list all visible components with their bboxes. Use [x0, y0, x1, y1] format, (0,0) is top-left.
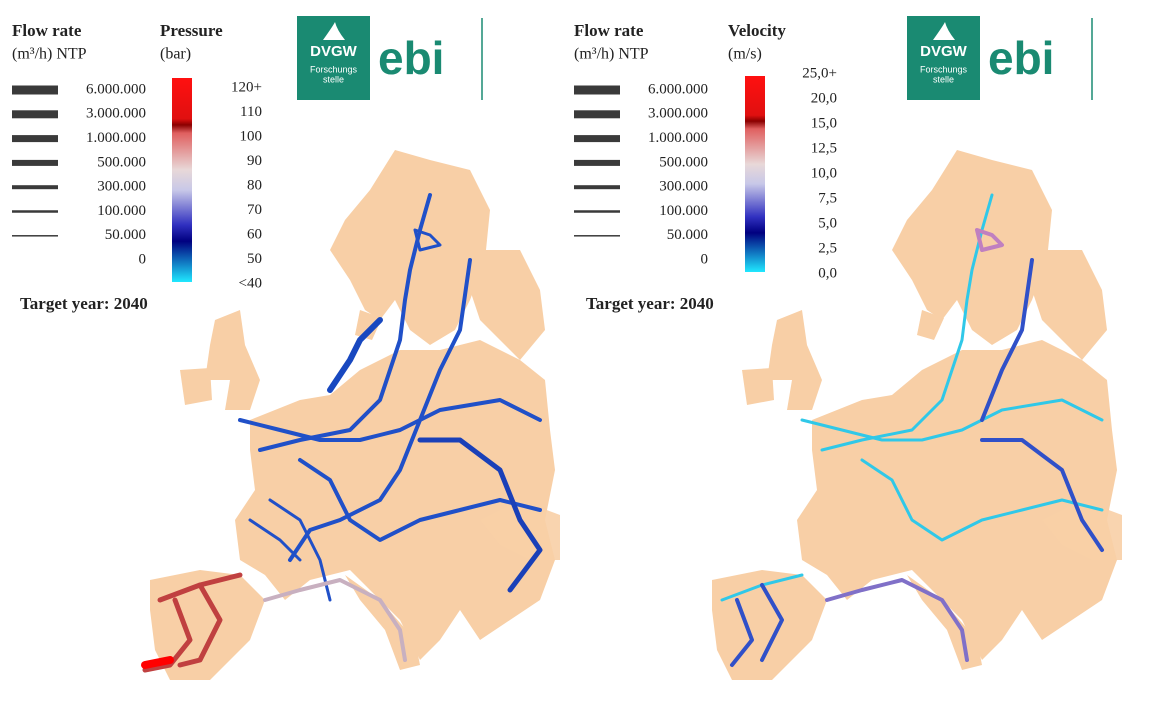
colorbar: [172, 78, 192, 282]
target-year: Target year: 2040: [20, 294, 148, 313]
scale-label: 25,0+: [802, 65, 837, 81]
flow-level: 0: [139, 252, 147, 268]
flow-bar: [574, 185, 620, 190]
flow-title: Flow rate: [574, 21, 644, 40]
logo-icon: [323, 22, 345, 40]
flow-level: 6.000.000: [86, 81, 146, 97]
panel-legend: Flow rate (m³/h) NTP 6.000.000 3.000.000 1.0…: [12, 16, 483, 313]
map-velocity: [712, 150, 1122, 680]
flow-bar: [574, 210, 620, 213]
scale-label: 60: [247, 226, 262, 242]
scale-label: 20,0: [811, 90, 837, 106]
colorbar: [745, 76, 765, 272]
scale-label: 12,5: [811, 140, 837, 156]
flow-bar: [574, 135, 620, 143]
flow-bar: [574, 159, 620, 166]
flow-level: 1.000.000: [648, 130, 708, 146]
flow-level: 100.000: [97, 203, 146, 219]
flow-bar: [12, 135, 58, 143]
scale-label: 90: [247, 153, 262, 169]
scale-label: 110: [240, 104, 262, 120]
scale-label: 50: [247, 251, 262, 267]
logo-sub: Forschungs: [310, 64, 358, 74]
logo-brand: ebi: [988, 32, 1054, 84]
flow-level: 1.000.000: [86, 130, 146, 146]
scale-label: 10,0: [811, 165, 837, 181]
flow-level: 3.000.000: [86, 106, 146, 122]
flow-unit: (m³/h) NTP: [12, 46, 87, 63]
logo-icon: [933, 22, 955, 40]
logo-sub: stelle: [323, 74, 344, 84]
map-pressure: [141, 150, 560, 680]
flow-level: 300.000: [659, 179, 708, 195]
flow-bar: [574, 110, 620, 119]
scale-label: 2,5: [818, 240, 837, 256]
panel-legend: Flow rate (m³/h) NTP 6.000.000 3.000.000 1.0…: [574, 16, 1093, 313]
flow-bar: [574, 85, 620, 95]
flow-bar: [574, 235, 620, 237]
scale-label: 70: [247, 202, 262, 218]
logo-brand: ebi: [378, 32, 444, 84]
scale-title: Velocity: [728, 21, 786, 40]
scale-label: 80: [247, 177, 262, 193]
logo-mark: DVGW: [920, 43, 968, 60]
flow-bar: [12, 210, 58, 213]
logo-sub: Forschungs: [920, 64, 968, 74]
flow-bar: [12, 110, 58, 119]
legends: Flow rate (m³/h) NTP 6.000.000 3.000.000 1.0…: [12, 16, 1093, 313]
flow-level: 500.000: [97, 154, 146, 170]
flow-unit: (m³/h) NTP: [574, 46, 649, 63]
scale-label: 7,5: [818, 190, 837, 206]
scale-unit: (bar): [160, 46, 191, 63]
logo-sub: stelle: [933, 74, 954, 84]
flow-level: 300.000: [97, 179, 146, 195]
flow-bar: [12, 85, 58, 95]
flow-level: 100.000: [659, 203, 708, 219]
scale-label: 15,0: [811, 115, 837, 131]
scale-label: 5,0: [818, 215, 837, 231]
flow-level: 50.000: [105, 227, 146, 243]
flow-bar: [12, 235, 58, 237]
scale-label: 0,0: [818, 265, 837, 281]
scale-label: 120+: [231, 79, 262, 95]
scale-unit: (m/s): [728, 46, 762, 63]
flow-bar: [12, 185, 58, 190]
flow-level: 500.000: [659, 154, 708, 170]
flow-title: Flow rate: [12, 21, 82, 40]
flow-bar: [12, 159, 58, 166]
flow-level: 6.000.000: [648, 81, 708, 97]
flow-level: 50.000: [667, 227, 708, 243]
flow-level: 3.000.000: [648, 106, 708, 122]
scale-label: 100: [240, 128, 263, 144]
logo-mark: DVGW: [310, 43, 358, 60]
target-year: Target year: 2040: [586, 294, 714, 313]
flow-level: 0: [701, 252, 709, 268]
scale-title: Pressure: [160, 21, 223, 40]
scale-label: <40: [239, 275, 262, 291]
